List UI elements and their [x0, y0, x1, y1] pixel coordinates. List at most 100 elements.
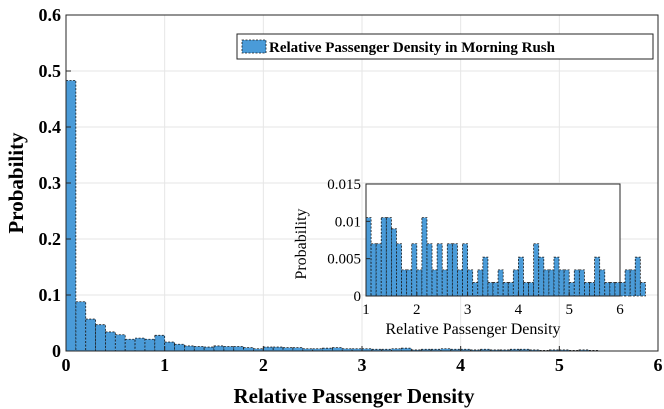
inset-histogram-bar	[634, 256, 641, 297]
inset-histogram-bar	[365, 217, 372, 297]
y-tick-label: 0.1	[39, 285, 62, 305]
inset-histogram-bar	[558, 269, 565, 297]
inset-x-tick-label: 1	[362, 302, 370, 318]
inset-plot-frame	[365, 183, 621, 297]
inset-histogram-bar	[624, 269, 631, 297]
histogram-bar	[174, 343, 185, 352]
y-tick-label: 0	[52, 341, 61, 361]
inset-histogram-bar	[380, 217, 387, 297]
histogram-bar	[95, 324, 106, 352]
y-axis-title: Probability	[4, 132, 28, 234]
main-y-tick-labels: 0 0.1 0.2 0.3 0.4 0.5 0.6	[39, 5, 71, 361]
inset-histogram-bar	[502, 282, 509, 297]
inset-histogram-bar	[512, 269, 519, 297]
histogram-bar	[233, 346, 245, 352]
x-tick-label: 0	[62, 355, 71, 375]
histogram-bar	[154, 334, 166, 352]
histogram-bar	[243, 347, 254, 352]
inset-histogram-bar	[563, 269, 570, 297]
inset-histogram-bar	[594, 256, 601, 297]
main-x-tick-labels: 0 1 2 3 4 5 6	[62, 346, 663, 375]
inset-histogram-bar	[411, 243, 418, 297]
y-tick-label: 0.5	[39, 61, 62, 81]
histogram-bar	[105, 331, 116, 352]
x-tick-label: 3	[358, 355, 367, 375]
inset-x-tick-labels: 1 2 3 4 5 6	[362, 292, 624, 318]
inset-histogram-bar	[584, 282, 590, 297]
inset-histogram-bar	[614, 282, 621, 297]
inset-plot: 1 2 3 4 5 6 0 0.005 0.01 0.015 Relative Passenge…	[293, 177, 646, 338]
histogram-bar	[144, 338, 156, 352]
inset-histogram-bar	[462, 243, 468, 297]
y-tick-label: 0.2	[39, 229, 62, 249]
inset-x-tick-label: 4	[515, 302, 523, 318]
histogram-bar	[203, 346, 215, 352]
inset-histogram-bar	[467, 269, 474, 297]
histogram-bar	[223, 346, 235, 352]
histogram-bar	[164, 341, 175, 352]
inset-y-tick-labels: 0 0.005 0.01 0.015	[327, 177, 370, 305]
x-tick-label: 1	[160, 355, 169, 375]
inset-histogram-bar	[416, 269, 423, 297]
histogram-bar	[193, 346, 205, 352]
y-tick-label: 0.3	[39, 173, 62, 193]
inset-histogram-bar	[507, 282, 514, 297]
inset-y-tick-label: 0	[354, 289, 362, 305]
inset-x-tick-label: 5	[565, 302, 573, 318]
histogram-bar	[65, 80, 77, 352]
inset-histogram-bar	[538, 256, 545, 297]
legend: Relative Passenger Density in Morning Ru…	[236, 33, 654, 60]
inset-histogram-bar	[401, 269, 408, 297]
inset-histogram-bar	[492, 282, 499, 297]
x-tick-label: 5	[555, 355, 564, 375]
inset-histogram-bar	[457, 269, 463, 297]
histogram-bar	[114, 334, 126, 352]
x-axis-title: Relative Passenger Density	[233, 384, 475, 408]
histogram-bar	[75, 301, 87, 352]
inset-y-tick-label: 0.015	[327, 177, 361, 193]
inset-histogram-bar	[518, 256, 524, 297]
histogram-bar	[272, 346, 284, 352]
inset-histogram-bar	[568, 282, 575, 297]
legend-swatch	[241, 39, 267, 54]
x-tick-label: 6	[654, 355, 663, 375]
histogram-bar	[292, 347, 304, 352]
histogram-bar	[262, 346, 274, 352]
inset-histogram-bar	[406, 269, 413, 297]
inset-histogram-bar	[477, 269, 484, 297]
legend-entry-label: Relative Passenger Density in Morning Ru…	[269, 40, 556, 56]
inset-histogram-bar	[609, 282, 616, 297]
inset-histogram-bar	[487, 282, 494, 297]
inset-histogram-bar	[548, 269, 555, 297]
x-tick-label: 2	[259, 355, 268, 375]
inset-histogram-bar	[472, 282, 479, 297]
inset-histogram-bar	[375, 243, 382, 297]
inset-y-tick-label: 0.005	[327, 252, 361, 268]
inset-histogram-bar	[523, 282, 529, 297]
legend-box	[236, 33, 654, 60]
inset-histogram-bar	[431, 269, 438, 297]
inset-histogram-bar	[578, 269, 585, 297]
histogram-bar	[282, 347, 294, 352]
inset-x-tick-label: 2	[413, 302, 421, 318]
histogram-bar	[183, 345, 195, 352]
inset-histogram-bar	[533, 243, 540, 297]
inset-histogram-bar	[629, 269, 636, 297]
inset-y-tick-label: 0.01	[335, 214, 361, 230]
histogram-bar	[213, 345, 225, 352]
inset-histogram-bar	[543, 269, 550, 297]
histogram-bar	[85, 318, 96, 352]
inset-x-tick-label: 6	[616, 302, 624, 318]
inset-histogram-bar	[370, 243, 377, 297]
inset-histogram-bar	[426, 243, 433, 297]
histogram-bar	[331, 347, 343, 352]
inset-y-axis-title: Probability	[293, 208, 310, 279]
x-tick-label: 4	[456, 355, 465, 375]
inset-histogram-bar	[497, 269, 504, 297]
inset-histogram-bar	[573, 269, 580, 297]
inset-histogram-bar	[599, 269, 606, 297]
inset-histogram-bar	[639, 282, 646, 297]
inset-histogram-bar	[482, 256, 489, 297]
